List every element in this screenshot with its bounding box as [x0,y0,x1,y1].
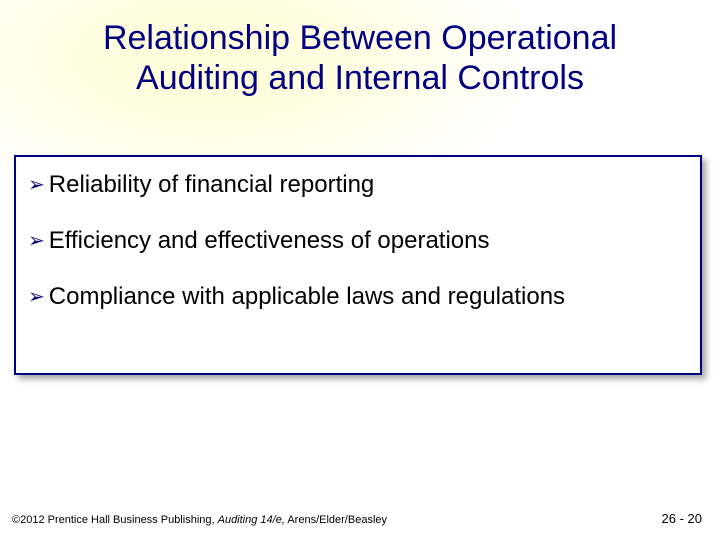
bullet-arrow-icon: ➢ [28,171,45,199]
page-number: 26 - 20 [662,511,702,526]
content-box: ➢ Reliability of financial reporting ➢ E… [14,155,702,375]
footer-left: ©2012 Prentice Hall Business Publishing,… [12,514,387,526]
bullet-text: Reliability of financial reporting [49,171,375,199]
bullet-arrow-icon: ➢ [28,227,45,255]
bullet-text: Efficiency and effectiveness of operatio… [49,227,490,255]
title-line-2: Auditing and Internal Controls [136,59,584,97]
footer-copyright: ©2012 Prentice Hall Business Publishing, [12,514,218,526]
footer-page-number: 26 - 20 [662,511,702,526]
title-line-1: Relationship Between Operational [103,19,617,57]
footer-authors: Arens/Elder/Beasley [285,514,387,526]
slide-title: Relationship Between Operational Auditin… [0,18,720,98]
bullet-text: Compliance with applicable laws and regu… [49,283,565,311]
bullet-item: ➢ Compliance with applicable laws and re… [28,283,690,311]
bullet-item: ➢ Efficiency and effectiveness of operat… [28,227,690,255]
bullet-arrow-icon: ➢ [28,283,45,311]
footer-book-title: Auditing 14/e, [218,514,285,526]
bullet-item: ➢ Reliability of financial reporting [28,171,690,199]
slide: Relationship Between Operational Auditin… [0,0,720,540]
